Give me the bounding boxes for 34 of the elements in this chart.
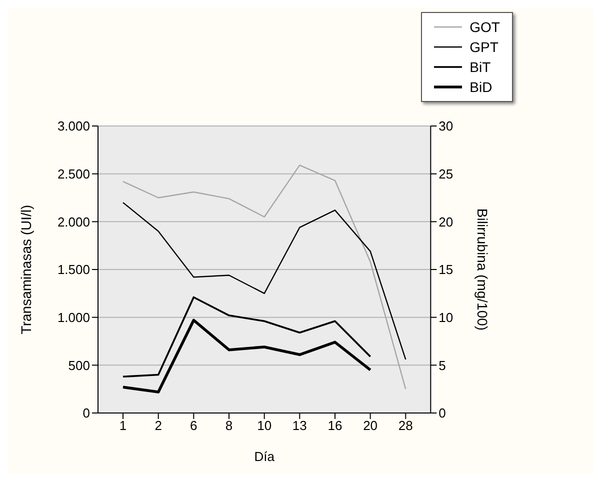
x-tick-label: 28 [398, 418, 413, 434]
legend-label: BiT [470, 58, 491, 77]
y-tick-label: 3.000 [57, 118, 90, 134]
y2-tick-label: 10 [438, 310, 454, 325]
y2-tick-label: 15 [438, 262, 454, 278]
y-tick-label: 2.500 [57, 166, 90, 182]
legend-label: BiD [470, 78, 492, 97]
y-tick-label: 2.000 [57, 214, 90, 230]
y-tick-label: 1.500 [57, 262, 90, 278]
y2-tick-label: 30 [438, 118, 454, 134]
x-tick-label: 20 [363, 418, 378, 434]
x-tick-label: 1 [119, 418, 127, 434]
y-tick-label: 0 [82, 406, 90, 421]
legend-label: GPT [470, 38, 498, 57]
line-series [122, 318, 372, 394]
y2-tick-label: 25 [438, 166, 454, 182]
x-tick-label: 13 [292, 418, 307, 434]
line-series [122, 202, 406, 360]
x-tick-label: 16 [328, 418, 342, 434]
y-tick-label: 500 [68, 358, 90, 373]
y-axis-title: Transaminasas (UI/l) [18, 204, 34, 334]
x-tick-label: 10 [257, 418, 272, 434]
line-series [122, 296, 372, 378]
line-series [122, 164, 406, 390]
y2-tick-label: 0 [438, 406, 446, 421]
x-tick-label: 8 [225, 418, 233, 434]
y2-axis-title: Bilirrubina (mg/100) [474, 208, 491, 331]
y2-tick-label: 5 [438, 358, 446, 373]
x-tick-label: 2 [154, 418, 162, 434]
y-tick-label: 1.000 [57, 310, 90, 325]
x-axis-title: Día [254, 449, 276, 464]
legend-label: GOT [470, 18, 500, 37]
x-tick-label: 6 [190, 418, 198, 434]
y2-tick-label: 20 [438, 214, 454, 230]
